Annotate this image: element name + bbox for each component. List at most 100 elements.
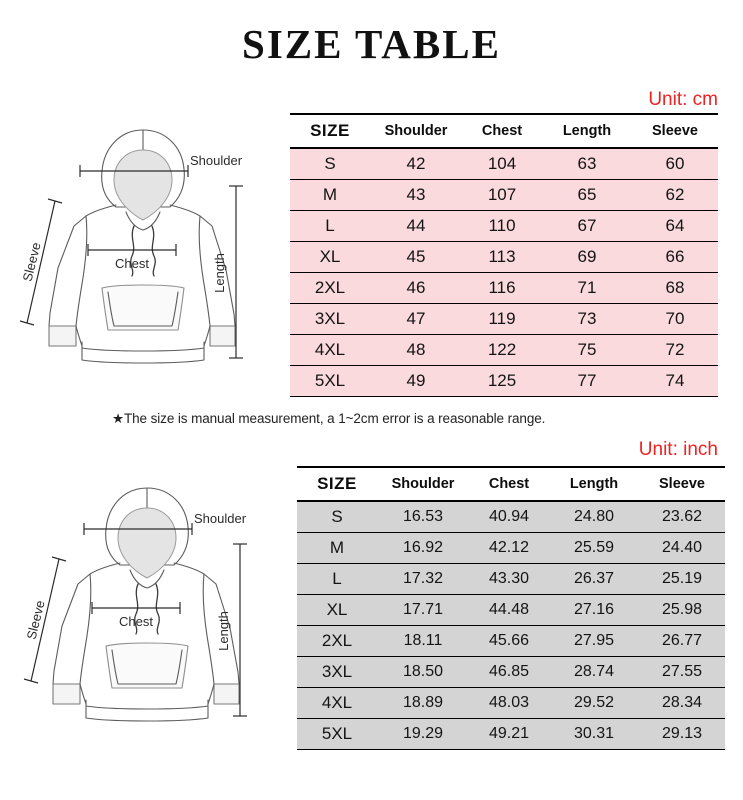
- cell-length: 65: [577, 185, 597, 204]
- cell-chest: 122: [487, 340, 517, 359]
- cell-chest: 48.03: [488, 694, 530, 711]
- cell-length: 30.31: [573, 725, 615, 742]
- cell-length: 75: [577, 340, 597, 359]
- table-row: 2XL 18.11 45.66 27.95 26.77: [297, 625, 725, 657]
- column-header-chest: Chest: [481, 123, 523, 139]
- cell-shoulder: 48: [406, 340, 426, 359]
- unit-label-inch: Unit: inch: [638, 439, 718, 460]
- sleeve-dimension-line: [26, 200, 56, 324]
- table-row: L 44 110 67 64: [290, 210, 718, 242]
- cell-chest: 110: [488, 216, 516, 235]
- cell-sleeve: 66: [665, 247, 685, 266]
- hoodie-diagram-inch: Shoulder Chest Length Sleeve: [23, 487, 247, 722]
- cell-sleeve: 25.19: [661, 570, 703, 587]
- cell-sleeve: 68: [665, 278, 685, 297]
- measurement-note: ★The size is manual measurement, a 1~2cm…: [112, 411, 546, 426]
- table-header-row: SIZE Shoulder Chest Length Sleeve: [290, 114, 718, 148]
- cell-chest: 46.85: [488, 663, 530, 680]
- hoodie-illustration: [48, 129, 236, 364]
- cell-length: 77: [577, 371, 597, 390]
- cell-size: 5XL: [314, 371, 346, 390]
- column-header-length: Length: [569, 476, 619, 492]
- cell-chest: 104: [487, 154, 517, 173]
- chest-label: Chest: [115, 256, 149, 271]
- cell-size: XL: [319, 247, 341, 266]
- cell-length: 27.16: [573, 601, 615, 618]
- table-header-inch: SIZE Shoulder Chest Length Sleeve: [297, 467, 725, 501]
- cell-chest: 116: [488, 278, 516, 297]
- table-row: 3XL 18.50 46.85 28.74 27.55: [297, 656, 725, 688]
- cell-size: M: [322, 185, 338, 204]
- size-table-inch: SIZE Shoulder Chest Length Sleeve S 16.5…: [297, 466, 725, 750]
- table-row: L 17.32 43.30 26.37 25.19: [297, 563, 725, 595]
- table-row: 3XL 47 119 73 70: [290, 303, 718, 335]
- sleeve-label: Sleeve: [20, 241, 44, 283]
- cell-sleeve: 74: [665, 371, 685, 390]
- cell-shoulder: 42: [406, 154, 426, 173]
- cell-size: L: [325, 216, 335, 235]
- cell-length: 73: [577, 309, 597, 328]
- cell-size: 4XL: [321, 693, 353, 712]
- table-row: XL 45 113 69 66: [290, 241, 718, 273]
- table-row: XL 17.71 44.48 27.16 25.98: [297, 594, 725, 626]
- table-header-row: SIZE Shoulder Chest Length Sleeve: [297, 467, 725, 501]
- cell-shoulder: 47: [406, 309, 426, 328]
- cell-chest: 49.21: [488, 725, 530, 742]
- cell-length: 24.80: [573, 508, 615, 525]
- dimension-lines: [23, 523, 247, 717]
- cell-shoulder: 17.32: [402, 570, 444, 587]
- sleeve-dimension-line: [30, 558, 60, 682]
- cell-size: S: [331, 507, 343, 526]
- cell-chest: 44.48: [488, 601, 530, 618]
- column-header-chest: Chest: [488, 476, 530, 492]
- table-row: 4XL 48 122 75 72: [290, 334, 718, 366]
- cell-length: 63: [577, 154, 597, 173]
- cell-chest: 119: [488, 309, 516, 328]
- cell-size: 2XL: [321, 631, 353, 650]
- cell-size: 3XL: [321, 662, 353, 681]
- cell-chest: 43.30: [488, 570, 530, 587]
- column-header-length: Length: [562, 123, 612, 139]
- cell-shoulder: 16.53: [402, 508, 444, 525]
- cell-sleeve: 28.34: [661, 694, 703, 711]
- cell-chest: 113: [488, 247, 516, 266]
- cell-sleeve: 23.62: [661, 508, 703, 525]
- dimension-lines: [19, 165, 243, 359]
- hoodie-illustration: [52, 487, 240, 722]
- table-body-cm: S 42 104 63 60 M 43 107 65 62 L 44 110 6…: [290, 148, 718, 397]
- cell-chest: 45.66: [488, 632, 530, 649]
- page-title: SIZE TABLE: [242, 21, 501, 67]
- shoulder-label: Shoulder: [194, 511, 247, 526]
- cell-size: S: [324, 154, 336, 173]
- table-header-cm: SIZE Shoulder Chest Length Sleeve: [290, 114, 718, 148]
- table-row: M 43 107 65 62: [290, 179, 718, 211]
- cell-size: 4XL: [314, 340, 346, 359]
- cell-sleeve: 24.40: [661, 539, 703, 556]
- cell-size: 2XL: [314, 278, 346, 297]
- column-header-sleeve: Sleeve: [652, 123, 698, 139]
- cell-sleeve: 60: [665, 154, 685, 173]
- table-row: M 16.92 42.12 25.59 24.40: [297, 532, 725, 564]
- cell-sleeve: 26.77: [661, 632, 703, 649]
- cell-size: M: [329, 538, 345, 557]
- cell-sleeve: 62: [665, 185, 685, 204]
- cell-shoulder: 16.92: [402, 539, 444, 556]
- cell-length: 71: [577, 278, 597, 297]
- cell-chest: 42.12: [488, 539, 530, 556]
- cell-chest: 125: [487, 371, 517, 390]
- table-row: S 42 104 63 60: [290, 148, 718, 180]
- cell-length: 25.59: [573, 539, 615, 556]
- cell-chest: 107: [487, 185, 517, 204]
- cell-sleeve: 72: [665, 340, 685, 359]
- cell-size: 5XL: [321, 724, 353, 743]
- cell-shoulder: 49: [406, 371, 426, 390]
- table-row: 5XL 19.29 49.21 30.31 29.13: [297, 718, 725, 750]
- column-header-size: SIZE: [317, 474, 357, 493]
- table-row: 4XL 18.89 48.03 29.52 28.34: [297, 687, 725, 719]
- cell-sleeve: 29.13: [661, 725, 703, 742]
- cell-chest: 40.94: [488, 508, 530, 525]
- size-table-cm: SIZE Shoulder Chest Length Sleeve S 42 1…: [290, 113, 718, 397]
- cell-sleeve: 64: [665, 216, 685, 235]
- cell-sleeve: 25.98: [661, 601, 703, 618]
- table-body-inch: S 16.53 40.94 24.80 23.62 M 16.92 42.12 …: [297, 501, 725, 750]
